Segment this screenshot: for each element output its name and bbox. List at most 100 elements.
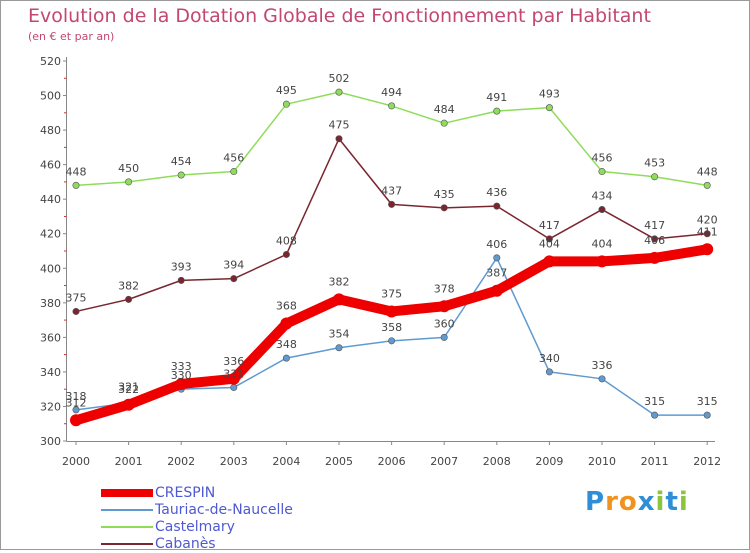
x-tick-label: 2007 xyxy=(430,455,458,468)
data-point xyxy=(177,276,185,284)
data-point xyxy=(335,344,343,352)
data-point xyxy=(122,398,135,411)
data-label: 411 xyxy=(697,225,718,238)
legend-label-castelmary: Castelmary xyxy=(155,519,235,535)
data-label: 494 xyxy=(381,86,402,99)
data-point xyxy=(125,178,133,186)
data-label: 378 xyxy=(434,282,455,295)
x-tick-label: 2009 xyxy=(535,455,563,468)
logo-letter: o xyxy=(618,487,638,517)
data-label: 420 xyxy=(697,214,718,227)
legend-swatch-cabanes xyxy=(101,543,153,545)
data-label: 375 xyxy=(66,291,87,304)
legend-swatch-tauriac xyxy=(101,509,153,511)
data-point xyxy=(596,255,608,268)
data-label: 382 xyxy=(329,275,350,288)
x-tick-label: 2010 xyxy=(588,455,616,468)
chart-title: Evolution de la Dotation Globale de Fonc… xyxy=(28,5,651,27)
data-point xyxy=(545,104,553,112)
data-point xyxy=(543,255,556,268)
data-label: 360 xyxy=(434,317,455,330)
data-label: 435 xyxy=(434,188,455,201)
x-tick-label: 2000 xyxy=(62,455,90,468)
y-tick-label: 340 xyxy=(40,366,61,379)
data-label: 406 xyxy=(644,234,665,247)
data-label: 475 xyxy=(329,119,350,132)
data-point xyxy=(72,406,80,414)
data-label: 321 xyxy=(118,381,139,394)
data-label: 450 xyxy=(118,162,139,175)
data-label: 495 xyxy=(276,84,297,97)
data-label: 491 xyxy=(486,91,507,104)
data-point xyxy=(230,275,238,283)
data-point xyxy=(493,254,501,262)
data-label: 354 xyxy=(329,328,350,341)
data-label: 448 xyxy=(66,165,87,178)
data-label: 340 xyxy=(539,352,560,365)
x-tick-label: 2001 xyxy=(115,455,143,468)
data-label: 453 xyxy=(644,157,665,170)
data-point xyxy=(333,293,345,306)
data-label: 358 xyxy=(381,321,402,334)
data-point xyxy=(545,235,553,243)
proxiti-logo: Proxiti xyxy=(585,487,689,517)
data-point xyxy=(177,171,185,179)
x-tick-label: 2008 xyxy=(483,455,511,468)
x-tick-label: 2012 xyxy=(693,455,721,468)
logo-letter: i xyxy=(678,487,689,517)
data-label: 456 xyxy=(592,152,613,165)
data-label: 318 xyxy=(66,390,87,403)
y-tick-label: 360 xyxy=(40,331,61,344)
data-point xyxy=(125,295,133,303)
data-label: 330 xyxy=(171,369,192,382)
data-point xyxy=(651,173,659,181)
logo-letter: x xyxy=(637,487,656,517)
data-label: 406 xyxy=(486,238,507,251)
data-point xyxy=(282,100,290,108)
data-label: 336 xyxy=(223,355,244,368)
data-point xyxy=(651,235,659,243)
data-point xyxy=(490,284,503,297)
y-tick-label: 520 xyxy=(40,55,61,68)
data-label: 493 xyxy=(539,88,560,101)
data-point xyxy=(598,206,606,214)
data-point xyxy=(175,378,188,390)
data-label: 393 xyxy=(171,260,192,273)
data-point xyxy=(282,250,290,258)
data-label: 375 xyxy=(381,287,402,300)
data-label: 404 xyxy=(539,237,560,250)
data-point xyxy=(493,202,501,210)
y-tick-label: 480 xyxy=(40,124,61,137)
series-line-0 xyxy=(71,244,713,426)
x-tick-label: 2005 xyxy=(325,455,353,468)
data-label: 417 xyxy=(644,219,665,232)
y-tick-label: 460 xyxy=(40,159,61,172)
data-point xyxy=(651,411,659,419)
logo-letter: r xyxy=(605,487,619,517)
data-point xyxy=(440,204,448,212)
data-label: 484 xyxy=(434,103,455,116)
data-label: 322 xyxy=(118,383,139,396)
data-point xyxy=(388,102,396,110)
y-tick-label: 320 xyxy=(40,400,61,413)
y-tick-label: 380 xyxy=(40,297,61,310)
x-tick-label: 2006 xyxy=(378,455,406,468)
data-label: 333 xyxy=(171,360,192,373)
data-label: 434 xyxy=(592,190,613,203)
data-point xyxy=(545,368,553,376)
logo-letter: P xyxy=(585,487,606,517)
data-point xyxy=(280,317,293,330)
data-label: 382 xyxy=(118,279,139,292)
data-point xyxy=(388,337,396,345)
data-label: 454 xyxy=(171,155,192,168)
data-point xyxy=(335,88,343,96)
data-point xyxy=(70,414,82,427)
data-label: 404 xyxy=(592,237,613,250)
y-tick-label: 300 xyxy=(40,435,61,448)
data-label: 502 xyxy=(329,72,350,85)
legend-label-crespin: CRESPIN xyxy=(155,485,216,501)
data-label: 336 xyxy=(592,359,613,372)
data-point xyxy=(72,307,80,315)
data-label: 368 xyxy=(276,300,297,313)
